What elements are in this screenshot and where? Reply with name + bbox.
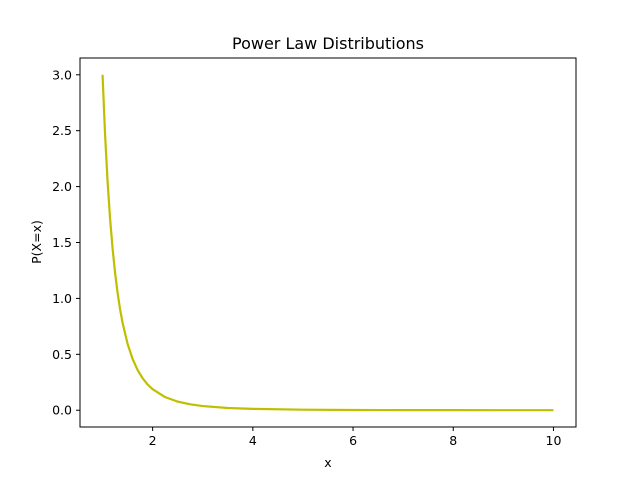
- x-tick-label: 8: [449, 433, 457, 448]
- x-tick-label: 2: [149, 433, 157, 448]
- series-layer: [101, 74, 554, 412]
- y-tick-label: 3.0: [52, 67, 72, 82]
- y-tick-label: 2.0: [52, 179, 72, 194]
- x-tick-label: 6: [349, 433, 357, 448]
- y-axis: 0.0 0.5 1.0 1.5 2.0 2.5 3.0: [52, 67, 80, 418]
- y-axis-label: P(X=x): [29, 220, 44, 264]
- x-axis-label: x: [324, 455, 331, 470]
- y-tick-label: 2.5: [52, 123, 72, 138]
- x-tick-label: 10: [546, 433, 562, 448]
- x-axis: 2 4 6 8 10: [149, 427, 562, 448]
- y-tick-label: 0.5: [52, 347, 72, 362]
- x-tick-label: 4: [249, 433, 257, 448]
- series-line-0: [101, 74, 554, 412]
- y-tick-label: 0.0: [52, 403, 72, 418]
- y-tick-label: 1.0: [52, 291, 72, 306]
- y-tick-label: 1.5: [52, 235, 72, 250]
- chart-title: Power Law Distributions: [232, 34, 424, 53]
